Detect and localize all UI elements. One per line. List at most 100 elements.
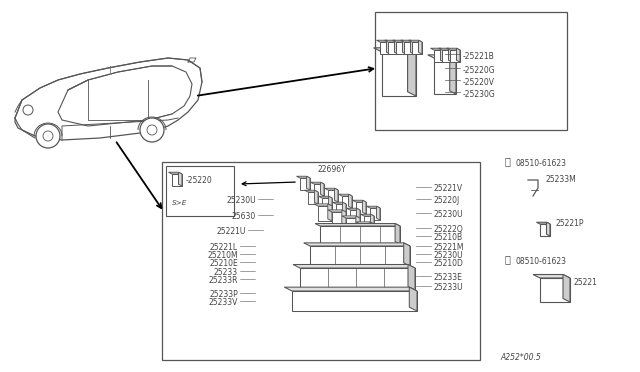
- Polygon shape: [447, 48, 460, 50]
- Polygon shape: [395, 224, 400, 244]
- Polygon shape: [284, 287, 417, 291]
- Polygon shape: [387, 40, 390, 54]
- Text: 25221U: 25221U: [216, 227, 246, 236]
- Polygon shape: [367, 206, 380, 208]
- Text: 25630: 25630: [232, 212, 256, 221]
- Polygon shape: [168, 172, 182, 174]
- Polygon shape: [335, 188, 338, 202]
- Polygon shape: [442, 50, 452, 62]
- Polygon shape: [356, 216, 360, 233]
- Polygon shape: [362, 200, 366, 214]
- Polygon shape: [356, 222, 374, 224]
- Polygon shape: [346, 218, 360, 233]
- Polygon shape: [304, 243, 410, 246]
- Polygon shape: [305, 190, 318, 192]
- Polygon shape: [385, 40, 398, 42]
- Polygon shape: [410, 287, 417, 311]
- Polygon shape: [349, 194, 352, 208]
- Polygon shape: [450, 55, 456, 94]
- Polygon shape: [324, 188, 338, 190]
- Polygon shape: [364, 216, 374, 228]
- Polygon shape: [380, 42, 390, 54]
- Polygon shape: [392, 40, 406, 42]
- Text: 08510-61623: 08510-61623: [515, 159, 566, 168]
- Text: 25233E: 25233E: [433, 273, 462, 282]
- Polygon shape: [540, 278, 570, 302]
- Polygon shape: [314, 204, 332, 206]
- Polygon shape: [396, 42, 406, 54]
- Polygon shape: [449, 48, 452, 62]
- Polygon shape: [356, 208, 360, 222]
- Text: -25220V: -25220V: [463, 78, 495, 87]
- Text: 25221: 25221: [574, 278, 598, 287]
- Polygon shape: [412, 42, 422, 54]
- Polygon shape: [342, 210, 346, 227]
- Polygon shape: [350, 210, 360, 222]
- Polygon shape: [547, 222, 550, 236]
- Polygon shape: [408, 40, 422, 42]
- Polygon shape: [388, 42, 398, 54]
- Polygon shape: [328, 190, 338, 202]
- Polygon shape: [403, 40, 406, 54]
- Text: 25233: 25233: [214, 268, 238, 277]
- Text: 25233P: 25233P: [209, 290, 238, 299]
- Text: -25220G: -25220G: [463, 66, 495, 75]
- Polygon shape: [328, 196, 332, 210]
- Polygon shape: [314, 190, 318, 204]
- Polygon shape: [346, 208, 360, 210]
- Polygon shape: [428, 55, 456, 58]
- Polygon shape: [450, 50, 460, 62]
- Polygon shape: [179, 172, 182, 186]
- Text: 25233R: 25233R: [209, 276, 238, 285]
- Text: 25233U: 25233U: [433, 283, 463, 292]
- Text: 25210B: 25210B: [433, 233, 462, 242]
- Polygon shape: [410, 40, 414, 54]
- Polygon shape: [342, 196, 352, 208]
- Text: 25233V: 25233V: [209, 298, 238, 307]
- Polygon shape: [419, 40, 422, 54]
- Polygon shape: [431, 48, 444, 50]
- Polygon shape: [456, 48, 460, 62]
- Polygon shape: [319, 196, 332, 198]
- Text: 25221L: 25221L: [210, 243, 238, 252]
- Polygon shape: [401, 40, 414, 42]
- Polygon shape: [336, 204, 346, 216]
- Bar: [166, 166, 234, 216]
- Text: 25220J: 25220J: [433, 196, 460, 205]
- Polygon shape: [333, 202, 346, 204]
- Text: 25221M: 25221M: [433, 243, 463, 252]
- Text: -25221B: -25221B: [463, 52, 495, 61]
- Polygon shape: [300, 268, 415, 290]
- Circle shape: [140, 118, 164, 142]
- Polygon shape: [533, 275, 570, 278]
- Polygon shape: [434, 58, 456, 94]
- Text: 25210D: 25210D: [433, 259, 463, 268]
- Polygon shape: [342, 216, 360, 218]
- Polygon shape: [310, 246, 410, 266]
- Polygon shape: [370, 208, 380, 220]
- Polygon shape: [370, 222, 374, 239]
- Text: A252*00.5: A252*00.5: [500, 353, 541, 362]
- Text: 25230U: 25230U: [227, 196, 256, 205]
- Text: 25210M: 25210M: [207, 251, 238, 260]
- Polygon shape: [353, 200, 366, 202]
- Polygon shape: [382, 52, 416, 96]
- Text: Ⓢ: Ⓢ: [505, 156, 511, 166]
- Polygon shape: [408, 264, 415, 290]
- Polygon shape: [172, 174, 182, 186]
- Polygon shape: [293, 264, 415, 268]
- Polygon shape: [540, 224, 550, 236]
- Polygon shape: [404, 42, 414, 54]
- Polygon shape: [328, 210, 346, 212]
- Polygon shape: [58, 66, 192, 126]
- Text: 25230U: 25230U: [433, 210, 463, 219]
- Polygon shape: [15, 58, 202, 140]
- Text: 22696Y: 22696Y: [318, 165, 347, 174]
- Polygon shape: [371, 214, 374, 228]
- Polygon shape: [321, 182, 324, 196]
- Polygon shape: [320, 226, 400, 244]
- Polygon shape: [300, 178, 310, 190]
- Polygon shape: [434, 50, 444, 62]
- Polygon shape: [394, 40, 398, 54]
- Text: 25221V: 25221V: [433, 184, 462, 193]
